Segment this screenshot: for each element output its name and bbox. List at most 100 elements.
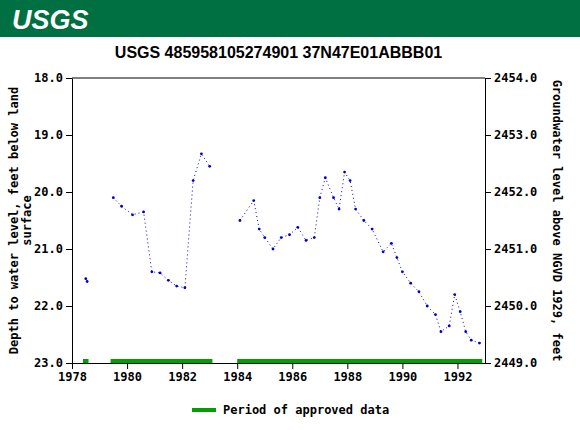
x-axis-tick: 1980	[113, 363, 142, 384]
series-point	[208, 165, 211, 168]
series-point	[120, 205, 123, 208]
x-axis-line	[73, 363, 486, 364]
legend: Period of approved data	[192, 403, 389, 417]
series-point	[343, 171, 346, 174]
x-axis-tick: 1992	[444, 363, 473, 384]
x-axis-tick-label: 1990	[388, 370, 417, 384]
y2-axis-tick: 2453.0	[485, 128, 537, 142]
series-point	[434, 313, 437, 316]
header-logo: USGS	[12, 5, 89, 35]
series-point	[390, 242, 393, 245]
series-point	[349, 179, 352, 182]
x-axis-tick-mark	[457, 363, 458, 369]
y2-axis-tick-label: 2450.0	[494, 299, 537, 313]
x-axis-tick-mark	[237, 363, 238, 369]
y-axis-tick-label: 20.0	[34, 185, 63, 199]
y2-axis-tick: 2454.0	[485, 71, 537, 85]
y2-axis-tick-mark	[485, 306, 491, 307]
y2-axis-line	[485, 79, 486, 364]
series-point	[354, 208, 357, 211]
x-axis-tick: 1984	[223, 363, 252, 384]
y2-axis-tick-mark	[485, 363, 491, 364]
y2-axis-tick: 2450.0	[485, 299, 537, 313]
y2-axis-title: Groundwater level above NGVD 1929, feet	[550, 80, 564, 362]
y-axis-title-line: Depth to water level, feet below land	[7, 87, 21, 354]
y-axis-tick: 22.0	[34, 299, 72, 313]
plot-area	[83, 152, 482, 363]
series-point	[252, 199, 255, 202]
series-point	[371, 228, 374, 231]
x-axis-tick-label: 1978	[58, 370, 87, 384]
y-axis-tick-mark	[66, 306, 72, 307]
x-axis-tick: 1982	[168, 363, 197, 384]
approved-period	[111, 359, 213, 363]
header-band	[0, 0, 580, 37]
series-point	[464, 330, 467, 333]
series-point	[175, 285, 178, 288]
x-axis-tick-mark	[72, 363, 73, 369]
x-axis-tick-mark	[347, 363, 348, 369]
y-axis-tick-label: 23.0	[34, 356, 63, 370]
x-axis-tick-label: 1984	[223, 370, 252, 384]
approved-period	[83, 359, 89, 363]
series-point	[258, 228, 261, 231]
series-point	[84, 277, 87, 280]
series-point	[305, 239, 308, 242]
y2-axis-tick-mark	[485, 249, 491, 250]
x-axis-tick-label: 1982	[168, 370, 197, 384]
y-axis-title: Depth to water level, feet below landsur…	[7, 87, 34, 354]
series-point	[150, 270, 153, 273]
y2-axis-tick-label: 2452.0	[494, 185, 537, 199]
series-point	[409, 282, 412, 285]
x-axis-tick-mark	[127, 363, 128, 369]
series-point	[263, 236, 266, 239]
series-point	[332, 196, 335, 199]
x-axis-tick-label: 1992	[444, 370, 473, 384]
series-point	[200, 152, 203, 155]
series-point	[142, 211, 145, 214]
series-point	[426, 305, 429, 308]
x-axis-tick: 1990	[388, 363, 417, 384]
series-line	[86, 154, 480, 343]
series-point	[86, 280, 89, 283]
legend-swatch	[192, 408, 216, 412]
y-axis-tick-label: 21.0	[34, 242, 63, 256]
series-point	[470, 339, 473, 342]
series-point	[112, 196, 115, 199]
chart: USGS USGS 485958105274901 37N47E01ABBB01 1…	[0, 0, 580, 430]
x-axis-tick-label: 1986	[278, 370, 307, 384]
y-axis-tick-label: 22.0	[34, 299, 63, 313]
y2-axis-tick-label: 2451.0	[494, 242, 537, 256]
y-axis: 18.019.020.021.022.023.0	[34, 71, 72, 370]
x-axis: 1978 1980 1982 1984 1986 1988 1990 1992	[58, 363, 485, 384]
series-point	[418, 290, 421, 293]
x-axis-tick: 1986	[278, 363, 307, 384]
series-point	[395, 256, 398, 259]
y2-axis-tick: 2449.0	[485, 356, 537, 370]
y-axis-tick-mark	[66, 192, 72, 193]
series-point	[362, 219, 365, 222]
x-axis-tick-mark	[182, 363, 183, 369]
series-point	[459, 310, 462, 313]
x-axis-tick-mark	[402, 363, 403, 369]
y2-axis-tick-label: 2454.0	[494, 71, 537, 85]
series-point	[159, 272, 162, 275]
y-axis-tick: 19.0	[34, 128, 72, 142]
legend-label: Period of approved data	[223, 403, 389, 417]
series-point	[192, 179, 195, 182]
y2-axis-tick-mark	[485, 78, 491, 79]
title: USGS 485958105274901 37N47E01ABBB01	[115, 44, 442, 61]
frame-top	[72, 78, 485, 79]
y-axis-tick-mark	[66, 135, 72, 136]
y-axis-title-line: surface	[20, 195, 34, 246]
series-point	[338, 208, 341, 211]
series-point	[313, 236, 316, 239]
series-point	[239, 219, 242, 222]
x-axis-tick-label: 1980	[113, 370, 142, 384]
series-point	[324, 176, 327, 179]
approved-period	[237, 359, 482, 363]
y-axis-tick-label: 19.0	[34, 128, 63, 142]
series-point	[131, 213, 134, 216]
series-point	[382, 250, 385, 253]
x-axis-tick-label: 1988	[333, 370, 362, 384]
